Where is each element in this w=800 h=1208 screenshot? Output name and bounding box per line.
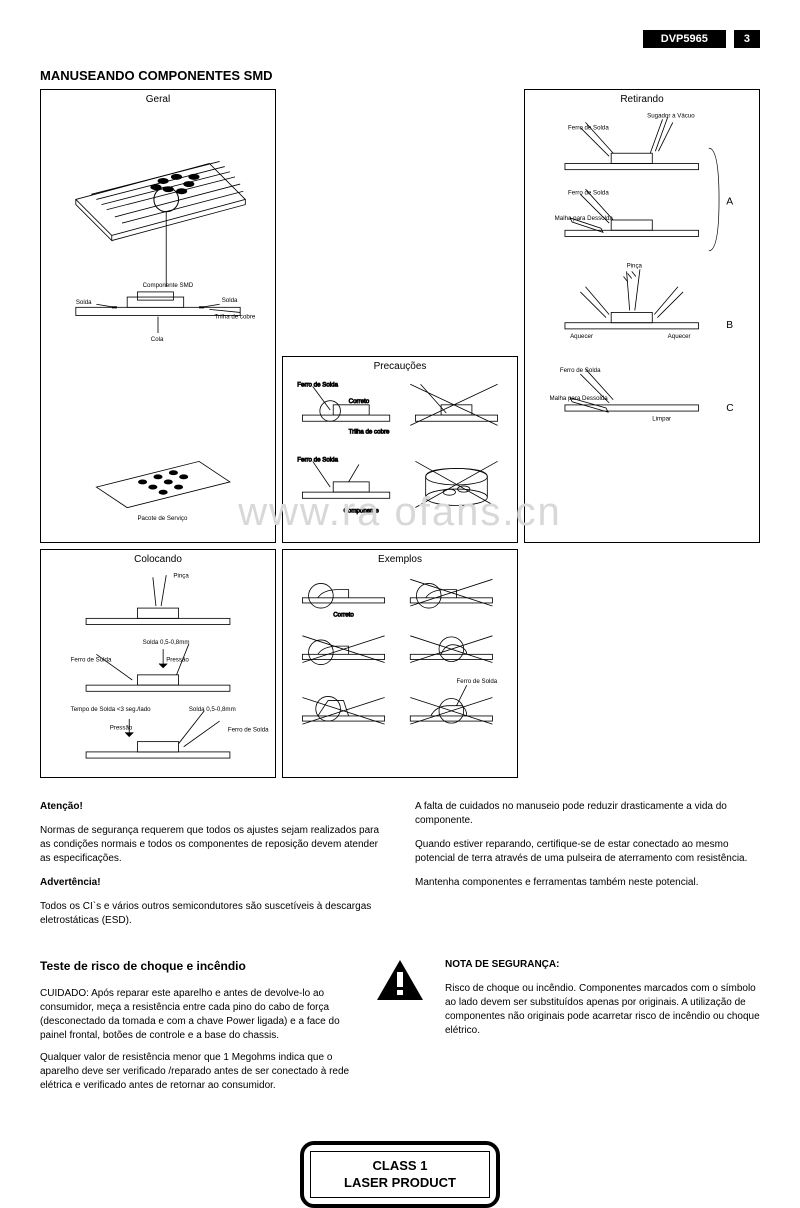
warning-left-p2: Qualquer valor de resistência menor que … [40, 1051, 355, 1093]
laser-line2: LASER PRODUCT [315, 1175, 485, 1192]
panel-title-precaucoes: Precauções [287, 361, 513, 372]
svg-text:Cola: Cola [151, 336, 164, 343]
svg-text:Solda: Solda [76, 299, 92, 306]
svg-text:Tempo de Solda <3 seg./lado: Tempo de Solda <3 seg./lado [71, 706, 151, 713]
svg-text:Ferro de Solda: Ferro de Solda [228, 727, 269, 734]
svg-text:Ferro de Solda: Ferro de Solda [297, 381, 338, 388]
panel-colocando: Colocando Pinça Solda 0,5-0,8mm Ferro de… [40, 549, 276, 777]
warning-left-p1: CUIDADO: Após reparar este aparelho e an… [40, 987, 355, 1043]
panel-exemplos: Exemplos Correto Ferro de Solda [282, 549, 518, 777]
svg-text:B: B [726, 320, 733, 331]
atencao-heading: Atenção! [40, 800, 385, 814]
advertencia-heading: Advertência! [40, 876, 385, 890]
svg-text:Ferro de Solda: Ferro de Solda [456, 679, 497, 686]
svg-text:Ferro de Solda: Ferro de Solda [560, 367, 601, 374]
warning-left: Teste de risco de choque e incêndio CUID… [40, 958, 355, 1101]
svg-text:Trilha de cobre: Trilha de cobre [349, 429, 390, 436]
colocando-diagram: Pinça Solda 0,5-0,8mm Ferro de Solda Pre… [45, 567, 271, 772]
text-col-right: A falta de cuidados no manuseio pode red… [415, 800, 760, 938]
right-p3: Mantenha componentes e ferramentas també… [415, 876, 760, 890]
warning-triangle-icon [375, 958, 425, 1006]
warning-left-heading: Teste de risco de choque e incêndio [40, 958, 355, 975]
svg-text:A: A [726, 197, 733, 208]
atencao-text: Normas de segurança requerem que todos o… [40, 824, 385, 866]
svg-text:Ferro de Solda: Ferro de Solda [297, 456, 338, 463]
page-number: 3 [734, 30, 760, 48]
svg-text:Componente: Componente [344, 508, 380, 515]
svg-text:Ferro de Solda: Ferro de Solda [71, 657, 112, 664]
model-badge: DVP5965 [643, 30, 726, 48]
panel-title-retirando: Retirando [529, 94, 755, 105]
svg-text:Solda: Solda [222, 297, 238, 304]
svg-text:Sugador a Vácuo: Sugador a Vácuo [647, 112, 695, 119]
panel-title-geral: Geral [45, 94, 271, 105]
precaucoes-diagram: Ferro de Solda Correto Trilha de cobre F… [287, 374, 513, 538]
laser-label: CLASS 1 LASER PRODUCT [300, 1141, 500, 1208]
svg-text:Malha para Dessolda: Malha para Dessolda [555, 215, 614, 222]
diagram-grid: Geral [40, 89, 760, 778]
warning-right-text: Risco de choque ou incêndio. Componentes… [445, 982, 760, 1038]
advertencia-text: Todos os CI`s e vários outros semicondut… [40, 900, 385, 928]
text-col-left: Atenção! Normas de segurança requerem qu… [40, 800, 385, 938]
svg-text:Limpar: Limpar [652, 415, 671, 422]
svg-text:Pacote de Serviço: Pacote de Serviço [137, 515, 188, 522]
exemplos-diagram: Correto Ferro de Solda [287, 567, 513, 772]
warning-right: NOTA DE SEGURANÇA: Risco de choque ou in… [445, 958, 760, 1038]
geral-diagram: Componente SMD Solda Solda Trilha de cob… [45, 107, 271, 538]
panel-title-colocando: Colocando [45, 554, 271, 565]
svg-text:Aquecer: Aquecer [668, 333, 691, 340]
retirando-diagram: Ferro de Solda Sugador a Vácuo Ferro de … [529, 107, 755, 538]
panel-retirando: Retirando Ferro de Solda Sugador a Vácuo [524, 89, 760, 543]
right-p1: A falta de cuidados no manuseio pode red… [415, 800, 760, 828]
svg-text:Malha para Dessolda: Malha para Dessolda [550, 395, 609, 402]
warning-section: Teste de risco de choque e incêndio CUID… [40, 958, 760, 1101]
warning-right-heading: NOTA DE SEGURANÇA: [445, 958, 760, 972]
panel-title-exemplos: Exemplos [287, 554, 513, 565]
svg-text:Ferro de Solda: Ferro de Solda [568, 189, 609, 196]
svg-text:Componente SMD: Componente SMD [143, 282, 194, 289]
svg-text:Pinça: Pinça [173, 573, 189, 580]
svg-text:Ferro de Solda: Ferro de Solda [568, 125, 609, 132]
svg-text:Trilha de cobre: Trilha de cobre [214, 314, 255, 321]
svg-text:Pressão: Pressão [110, 725, 133, 732]
page-header: DVP5965 3 [40, 30, 760, 48]
svg-text:Aquecer: Aquecer [570, 333, 593, 340]
svg-text:Correto: Correto [333, 612, 354, 619]
svg-text:Pressão: Pressão [166, 657, 189, 664]
laser-label-inner: CLASS 1 LASER PRODUCT [310, 1151, 490, 1199]
right-p2: Quando estiver reparando, certifique-se … [415, 838, 760, 866]
svg-text:C: C [726, 403, 734, 414]
laser-line1: CLASS 1 [315, 1158, 485, 1175]
text-columns: Atenção! Normas de segurança requerem qu… [40, 800, 760, 938]
main-title: MANUSEANDO COMPONENTES SMD [40, 68, 760, 83]
svg-text:Solda 0,5-0,8mm: Solda 0,5-0,8mm [189, 706, 236, 713]
svg-text:Correto: Correto [349, 398, 370, 405]
svg-text:Solda 0,5-0,8mm: Solda 0,5-0,8mm [143, 639, 190, 646]
svg-text:Pinça: Pinça [627, 262, 643, 269]
panel-precaucoes: Precauções Ferro de Solda Correto Trilha… [282, 356, 518, 543]
panel-geral: Geral [40, 89, 276, 543]
